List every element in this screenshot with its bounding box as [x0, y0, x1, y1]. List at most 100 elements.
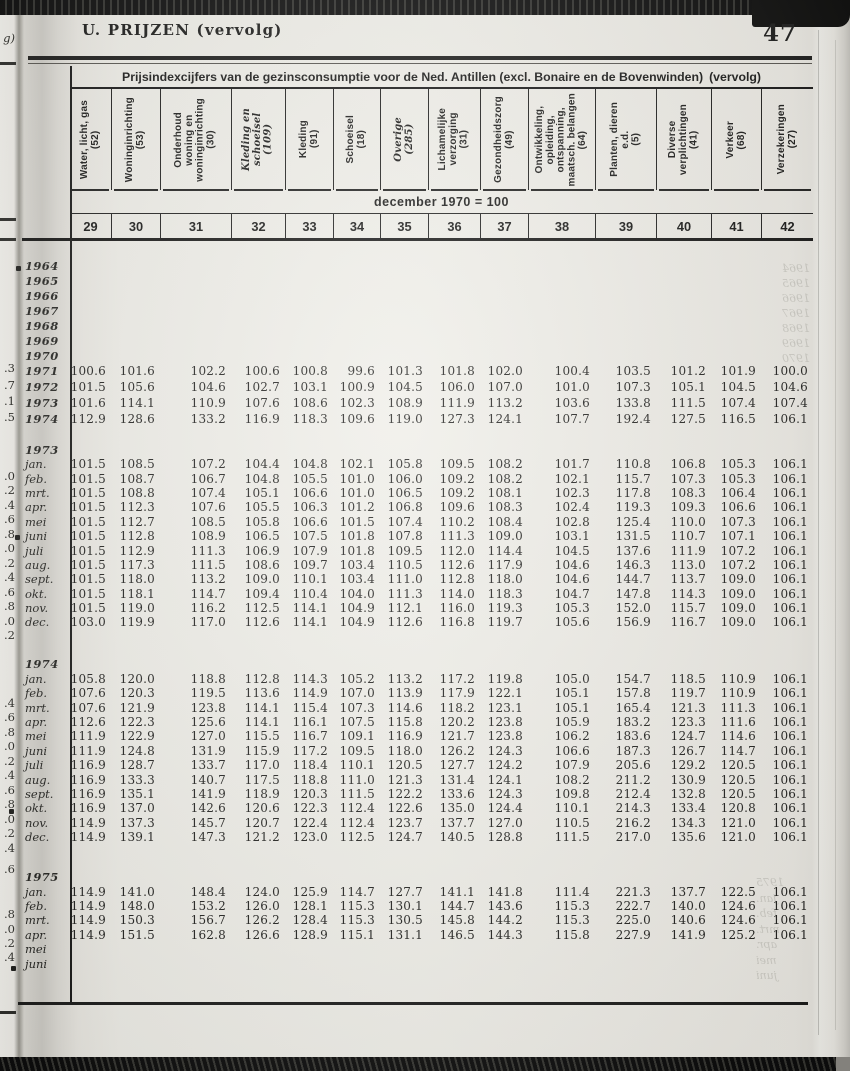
value-cell	[70, 303, 111, 318]
value-cell: 115.5	[244, 729, 280, 744]
value-cell: 152.0	[615, 601, 651, 616]
column-header: Overige (285)	[380, 89, 428, 191]
value-cell	[160, 288, 231, 303]
value-cell: 104.6	[554, 572, 590, 587]
value-cell: 112.6	[70, 715, 106, 730]
scan-edge-corner	[752, 0, 850, 27]
value-cell: 123.7	[387, 815, 423, 830]
value-cell: 128.1	[292, 898, 328, 913]
value-cell: 140.7	[190, 772, 226, 787]
value-cell: 106.1	[772, 529, 808, 544]
value-cell: 108.2	[487, 471, 523, 486]
value-cell: 106.6	[292, 514, 328, 529]
table-row: juli 101.5 112.9 111.3 106.9 107.9 101.8 109.5 1…	[22, 543, 813, 558]
value-cell	[160, 942, 231, 956]
value-cell: 106.1	[772, 514, 808, 529]
value-cell: 124.7	[670, 729, 706, 744]
value-cell: 106.5	[387, 485, 423, 500]
value-cell: 111.3	[439, 529, 475, 544]
value-cell: 111.9	[439, 396, 475, 410]
column-number: 30	[111, 213, 160, 238]
value-cell: 112.1	[387, 601, 423, 616]
value-cell: 106.1	[772, 801, 808, 816]
value-cell: 141.8	[487, 884, 523, 899]
row-label: nov.	[25, 815, 49, 830]
value-cell: 112.9	[70, 412, 106, 426]
value-cell: 128.4	[292, 913, 328, 928]
column-header: Planten, dieren e.d. (5)	[595, 89, 656, 191]
value-cell: 112.8	[439, 572, 475, 587]
value-cell: 100.6	[70, 364, 106, 378]
value-cell: 106.1	[772, 700, 808, 715]
value-cell: 127.7	[387, 884, 423, 899]
value-cell: 101.5	[70, 471, 106, 486]
value-cell	[111, 288, 160, 303]
value-cell	[160, 348, 231, 363]
value-cell: 107.6	[190, 500, 226, 515]
table-row: 1971 100.6 101.6 102.2 100.6 100.8 99.6 101.3 10…	[22, 363, 813, 379]
value-cell: 102.8	[554, 514, 590, 529]
value-cell: 114.9	[70, 913, 106, 928]
column-number: 32	[231, 213, 285, 238]
column-header-label: Gezondheidszorg (49)	[492, 96, 515, 183]
value-cell: 114.1	[119, 396, 155, 410]
column-header: Gezondheidszorg (49)	[480, 89, 528, 191]
column-header: Onderhoud woning en woninginrichting (30…	[160, 89, 231, 191]
value-cell: 147.3	[190, 830, 226, 845]
value-cell: 130.1	[387, 898, 423, 913]
value-cell	[231, 333, 285, 348]
value-cell: 104.6	[190, 380, 226, 394]
value-cell: 115.3	[339, 913, 375, 928]
value-cell: 109.7	[292, 557, 328, 572]
value-cell: 106.1	[772, 743, 808, 758]
value-cell: 109.3	[670, 500, 706, 515]
value-cell: 135.0	[439, 801, 475, 816]
value-cell: 113.9	[387, 686, 423, 701]
row-label: mei	[25, 514, 47, 529]
value-cell: 102.4	[554, 500, 590, 515]
value-cell: 119.3	[615, 500, 651, 515]
value-cell: 109.0	[720, 615, 756, 630]
value-cell: 105.1	[554, 686, 590, 701]
value-cell: 105.8	[244, 514, 280, 529]
value-cell: 105.2	[339, 671, 375, 686]
page-edge-fragment: .2	[4, 826, 15, 840]
value-cell	[428, 956, 480, 970]
value-cell	[528, 333, 595, 348]
page-edge-fragment: .7	[4, 378, 15, 392]
row-label: 1972	[25, 380, 59, 394]
value-cell: 112.9	[119, 543, 155, 558]
value-cell: 109.8	[554, 787, 590, 801]
value-cell: 121.0	[720, 830, 756, 845]
column-header-label: Ontwikkeling, opleiding, ontspanning, ma…	[534, 92, 589, 187]
value-cell: 124.2	[487, 758, 523, 773]
value-cell: 216.2	[615, 815, 651, 830]
value-cell	[160, 333, 231, 348]
bleed-through-text: apr.	[756, 938, 778, 951]
value-cell: 115.8	[387, 715, 423, 730]
value-cell: 120.5	[387, 758, 423, 773]
bleed-through-text: 1968	[782, 322, 810, 335]
column-number: 37	[480, 213, 528, 238]
column-header: Verkeer (68)	[711, 89, 761, 191]
value-cell: 101.8	[439, 364, 475, 378]
value-cell: 114.1	[244, 715, 280, 730]
value-cell: 124.4	[487, 801, 523, 816]
value-cell: 115.3	[554, 913, 590, 928]
table-block: 1964 1965 1966 1967 1968 1969 1970 1971 100.6 101…	[22, 258, 813, 427]
value-cell: 121.2	[244, 830, 280, 845]
value-cell: 150.3	[119, 913, 155, 928]
value-cell: 127.0	[190, 729, 226, 744]
page-edge-fragment: .6	[4, 783, 15, 797]
page-edge-fragment: .4	[4, 570, 15, 584]
value-cell: 110.9	[720, 686, 756, 701]
value-cell: 126.2	[439, 743, 475, 758]
value-cell: 107.2	[190, 457, 226, 472]
column-header: Kleding (91)	[285, 89, 333, 191]
bleed-through-text: 1966	[782, 292, 810, 305]
table-row: mei 111.9 122.9 127.0 115.5 116.7 109.1 116.9 12…	[22, 729, 813, 743]
value-cell	[285, 303, 333, 318]
value-cell: 100.6	[244, 364, 280, 378]
value-cell: 111.0	[387, 572, 423, 587]
value-cell: 183.2	[615, 715, 651, 730]
